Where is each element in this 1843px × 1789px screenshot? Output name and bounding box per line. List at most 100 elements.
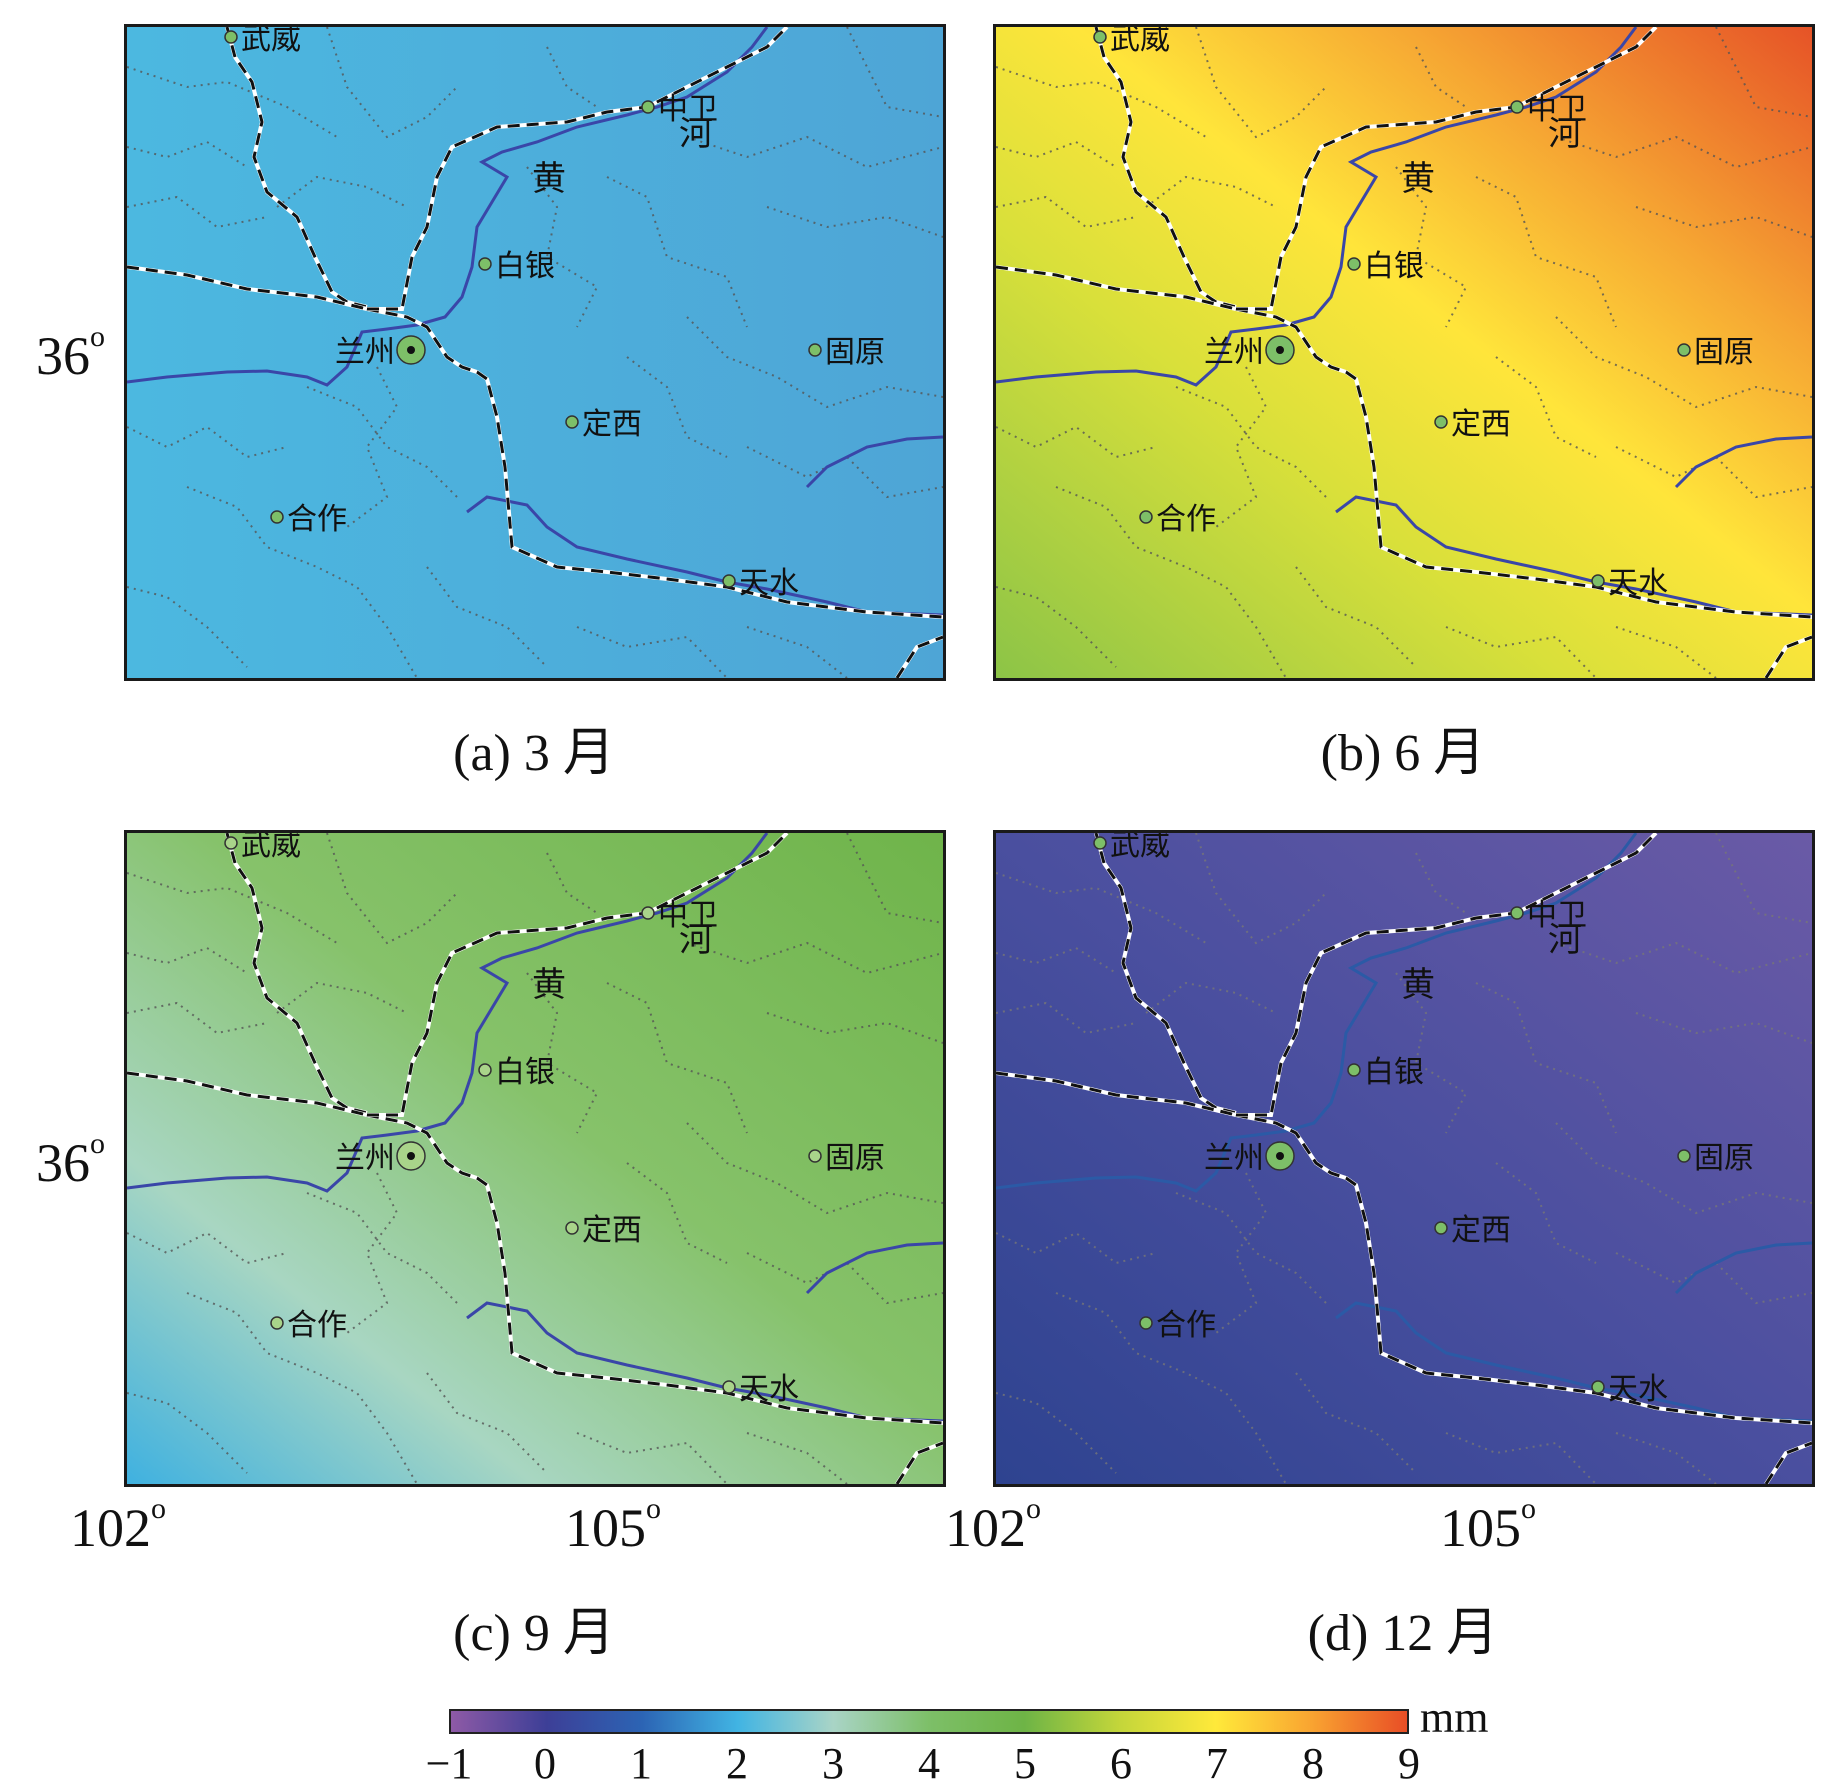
county-border	[1195, 27, 1327, 139]
city-marker	[1434, 1221, 1448, 1235]
city-label: 定西	[582, 407, 642, 442]
panel-caption-d: (d) 12 月	[1307, 1605, 1499, 1662]
lon-tick-value: 102	[70, 1498, 151, 1558]
river-line	[1335, 495, 1812, 617]
county-border	[996, 1392, 1117, 1474]
city-2: 白银	[1347, 1055, 1424, 1090]
county-border	[546, 46, 598, 108]
colorbar-tick-label: 5	[1014, 1739, 1036, 1788]
city-marker	[1347, 1063, 1361, 1077]
county-border	[996, 1231, 1157, 1265]
city-marker	[478, 1063, 492, 1077]
county-border	[686, 135, 943, 169]
city-label: 武威	[1110, 27, 1170, 57]
city-3: 兰州	[1204, 335, 1295, 370]
county-border	[326, 833, 458, 945]
city-marker	[270, 1316, 284, 1330]
city-marker	[1510, 906, 1524, 920]
county-border	[127, 586, 248, 668]
county-borders	[127, 27, 943, 678]
river-label-he: 河	[1548, 114, 1582, 154]
city-marker	[641, 906, 655, 920]
lon-tick-102-right: 102o	[945, 1492, 1041, 1559]
county-border	[1475, 982, 1617, 1134]
city-7: 天水	[1591, 566, 1668, 601]
county-border	[1175, 386, 1327, 498]
river-line	[805, 435, 943, 489]
city-6: 合作	[270, 502, 347, 537]
province-border-halo	[895, 635, 943, 678]
city-marker	[270, 510, 284, 524]
degree-symbol: o	[151, 1492, 166, 1525]
city-marker	[1139, 510, 1153, 524]
city-marker	[565, 415, 579, 429]
county-border	[686, 941, 943, 975]
lat-tick-bottom: 36o	[36, 1127, 105, 1194]
province-border	[1235, 1113, 1812, 1425]
city-label: 固原	[825, 335, 885, 370]
river-label-he: 河	[679, 114, 713, 154]
province-border-halo	[895, 1441, 943, 1484]
city-label: 武威	[241, 27, 301, 57]
city-marker	[722, 574, 736, 588]
county-border	[746, 1432, 848, 1484]
river-label-huang: 黄	[532, 965, 566, 1005]
map-panel-d: 河黄 武威 中卫 白银 兰州 固原 定西 合作 天水	[993, 830, 1815, 1487]
lon-tick-value: 105	[1440, 1498, 1521, 1558]
city-marker	[478, 257, 492, 271]
city-marker	[808, 1149, 822, 1163]
city-4: 固原	[808, 1141, 885, 1176]
city-marker	[641, 100, 655, 114]
capital-center	[407, 346, 415, 354]
county-border	[606, 176, 748, 328]
city-label: 武威	[1110, 833, 1170, 863]
province-border	[1236, 833, 1658, 1117]
county-border	[127, 1392, 248, 1474]
city-label: 固原	[1694, 335, 1754, 370]
river-line	[1335, 1301, 1812, 1423]
province-border	[225, 833, 368, 1115]
county-border	[1475, 176, 1617, 328]
city-label: 白银	[1364, 249, 1424, 284]
county-border	[1055, 1292, 1287, 1484]
map-background	[127, 27, 943, 678]
county-border	[996, 195, 1137, 229]
capital-center	[1276, 1152, 1284, 1160]
city-6: 合作	[1139, 502, 1216, 537]
city-5: 定西	[565, 407, 642, 442]
city-0: 武威	[224, 833, 301, 863]
county-border	[346, 1172, 399, 1334]
city-label: 合作	[287, 1308, 347, 1343]
city-2: 白银	[478, 249, 555, 284]
colorbar-tick-label: 6	[1110, 1739, 1132, 1788]
county-borders	[996, 27, 1812, 678]
province-border	[366, 1113, 943, 1425]
province-border-halo	[1764, 635, 1812, 678]
city-label: 中卫	[1527, 92, 1587, 127]
county-border	[127, 872, 338, 944]
county-border	[1555, 135, 1812, 169]
city-marker	[1591, 574, 1605, 588]
colorbar-unit: mm	[1420, 1693, 1489, 1742]
lon-tick-102-left: 102o	[70, 1492, 166, 1559]
city-label: 合作	[1156, 1308, 1216, 1343]
river-label-he: 河	[679, 920, 713, 960]
river-label-huang: 黄	[1401, 159, 1435, 199]
county-border	[606, 982, 748, 1134]
city-1: 中卫	[1510, 92, 1587, 127]
county-border	[1715, 833, 1812, 924]
county-border	[996, 66, 1207, 138]
county-border	[1175, 1192, 1327, 1304]
degree-symbol: o	[90, 1127, 105, 1160]
county-border	[1215, 1172, 1268, 1334]
river-label-huang: 黄	[1401, 965, 1435, 1005]
city-4: 固原	[808, 335, 885, 370]
city-7: 天水	[722, 566, 799, 601]
province-border	[366, 307, 943, 619]
lon-tick-105-left: 105o	[565, 1492, 661, 1559]
province-border	[1094, 833, 1237, 1115]
lon-tick-105-right: 105o	[1440, 1492, 1536, 1559]
county-border	[626, 356, 728, 458]
